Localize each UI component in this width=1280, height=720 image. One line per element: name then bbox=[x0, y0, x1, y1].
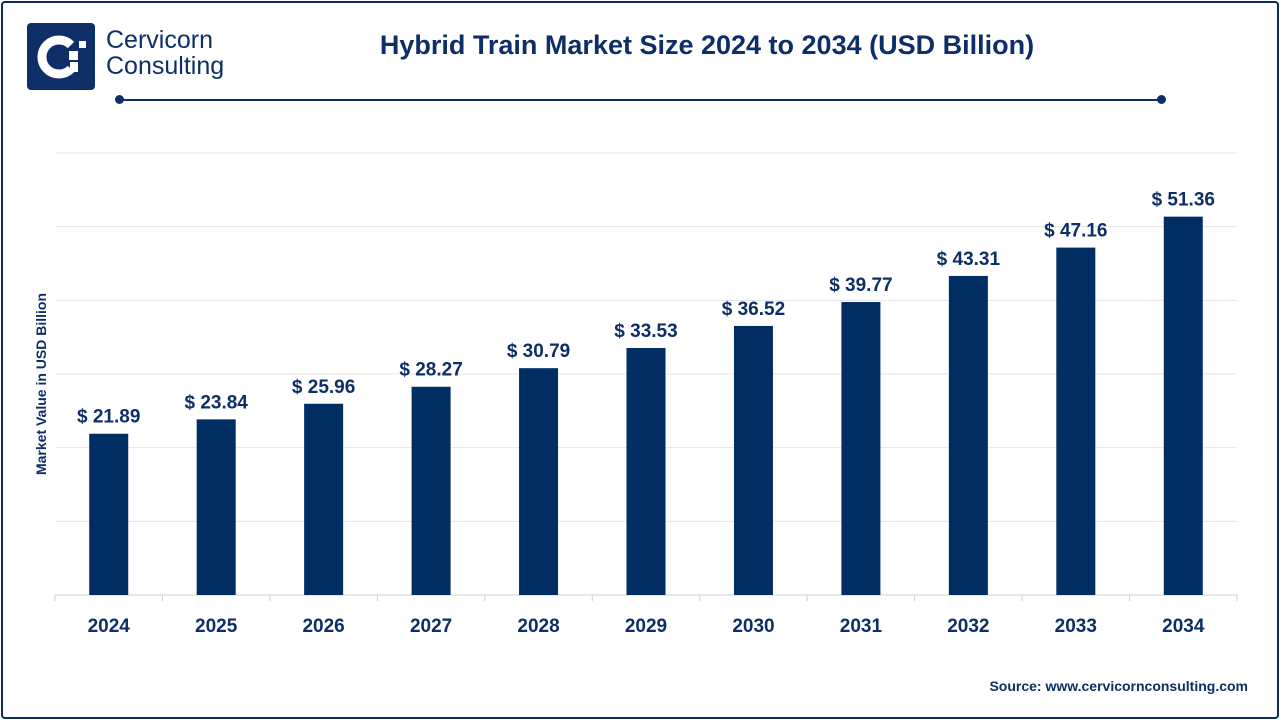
bar bbox=[1056, 247, 1096, 595]
x-tick-label: 2030 bbox=[732, 616, 774, 637]
logo-text: Cervicorn Consulting bbox=[106, 27, 224, 79]
data-label: $ 33.53 bbox=[614, 321, 677, 342]
data-label: $ 23.84 bbox=[184, 392, 248, 413]
bar bbox=[304, 403, 344, 595]
logo-line2: Consulting bbox=[106, 52, 225, 80]
x-tick-label: 2034 bbox=[1162, 616, 1205, 637]
x-tick-label: 2031 bbox=[840, 616, 883, 637]
x-tick-label: 2026 bbox=[302, 616, 344, 637]
x-tick-label: 2027 bbox=[410, 616, 452, 637]
bar bbox=[411, 386, 451, 595]
data-label: $ 43.31 bbox=[937, 249, 1001, 270]
data-label: $ 36.52 bbox=[722, 299, 785, 320]
bar bbox=[196, 419, 236, 595]
bar bbox=[89, 433, 129, 595]
source-text: Source: www.cervicornconsulting.com bbox=[989, 678, 1248, 694]
x-tick-label: 2028 bbox=[517, 616, 559, 637]
x-tick-label: 2029 bbox=[625, 616, 667, 637]
bar bbox=[519, 368, 559, 595]
data-label: $ 39.77 bbox=[829, 275, 892, 296]
rule-dot-right bbox=[1157, 95, 1166, 104]
bar bbox=[733, 325, 773, 595]
logo-icon bbox=[27, 23, 95, 90]
data-label: $ 47.16 bbox=[1044, 221, 1107, 242]
bar bbox=[1163, 216, 1203, 595]
bar bbox=[841, 302, 881, 595]
data-label: $ 21.89 bbox=[77, 407, 140, 428]
x-tick-label: 2024 bbox=[88, 616, 131, 637]
bar bbox=[626, 347, 666, 595]
data-label: $ 25.96 bbox=[292, 377, 355, 398]
data-label: $ 28.27 bbox=[399, 360, 462, 381]
chart-title: Hybrid Train Market Size 2024 to 2034 (U… bbox=[379, 30, 1035, 60]
x-tick-label: 2032 bbox=[947, 616, 989, 637]
bar bbox=[948, 275, 988, 595]
x-tick-label: 2025 bbox=[195, 616, 238, 637]
data-label: $ 51.36 bbox=[1152, 190, 1215, 211]
rule-dot-left bbox=[115, 95, 124, 104]
data-label: $ 30.79 bbox=[507, 341, 570, 362]
title-rule bbox=[119, 99, 1161, 101]
x-tick-label: 2033 bbox=[1055, 616, 1097, 637]
logo-line1: Cervicorn bbox=[106, 26, 213, 54]
